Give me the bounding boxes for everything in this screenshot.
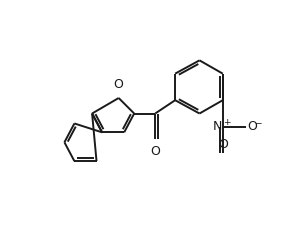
Text: +: + xyxy=(223,118,231,127)
Text: N: N xyxy=(212,120,222,133)
Text: O: O xyxy=(247,120,257,133)
Text: O: O xyxy=(218,138,228,151)
Text: O: O xyxy=(150,145,160,158)
Text: O: O xyxy=(114,78,124,91)
Text: −: − xyxy=(254,118,262,127)
